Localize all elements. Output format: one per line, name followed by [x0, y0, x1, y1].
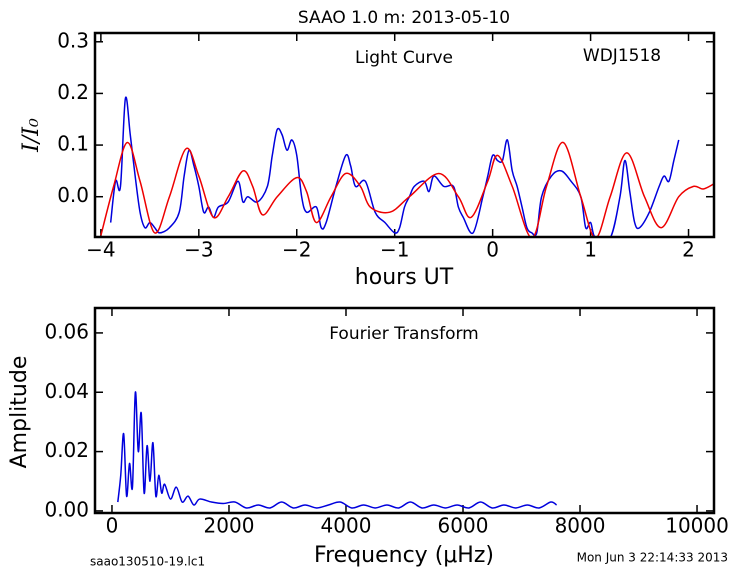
data-line [100, 141, 714, 237]
axes-frame [93, 306, 716, 515]
axes-frame [93, 31, 716, 239]
x-axis-label: Frequency (μHz) [314, 543, 494, 568]
x-tick-label: 6000 [438, 514, 489, 538]
annotation: WDJ1518 [583, 46, 661, 66]
x-tick-label: −3 [184, 238, 213, 262]
data-line [117, 391, 558, 509]
x-tick-label: −1 [380, 238, 409, 262]
x-tick-label: 10000 [665, 514, 729, 538]
y-tick-label: 0.1 [57, 132, 89, 156]
x-tick-label: 1 [584, 238, 597, 262]
y-axis-label: I/I₀ [19, 118, 44, 153]
x-tick-label: 4000 [321, 514, 372, 538]
annotation: Fourier Transform [329, 324, 478, 344]
x-tick-label: −2 [282, 238, 311, 262]
annotation: Light Curve [355, 48, 453, 68]
y-tick-label: 0.2 [57, 80, 89, 104]
y-tick-label: 0.02 [44, 438, 89, 462]
footer-left: saao130510-19.lc1 [90, 555, 205, 569]
y-tick-label: 0.0 [57, 183, 89, 207]
x-tick-label: 2000 [204, 514, 255, 538]
x-axis-label: hours UT [355, 265, 454, 290]
plot-area [100, 96, 714, 237]
footer-right: Mon Jun 3 22:14:33 2013 [577, 551, 728, 565]
x-tick-label: 2 [682, 238, 695, 262]
x-tick-label: −4 [86, 238, 115, 262]
y-tick-label: 0.3 [57, 28, 89, 52]
y-tick-label: 0.06 [44, 319, 89, 343]
y-axis-label: Amplitude [7, 356, 32, 469]
y-tick-label: 0.04 [44, 379, 89, 403]
x-tick-label: 0 [106, 514, 119, 538]
plot-area [117, 391, 558, 509]
x-tick-label: 0 [486, 238, 499, 262]
y-tick-label: 0.00 [44, 497, 89, 521]
x-tick-label: 8000 [555, 514, 606, 538]
chart-title: SAAO 1.0 m: 2013-05-10 [298, 8, 510, 28]
